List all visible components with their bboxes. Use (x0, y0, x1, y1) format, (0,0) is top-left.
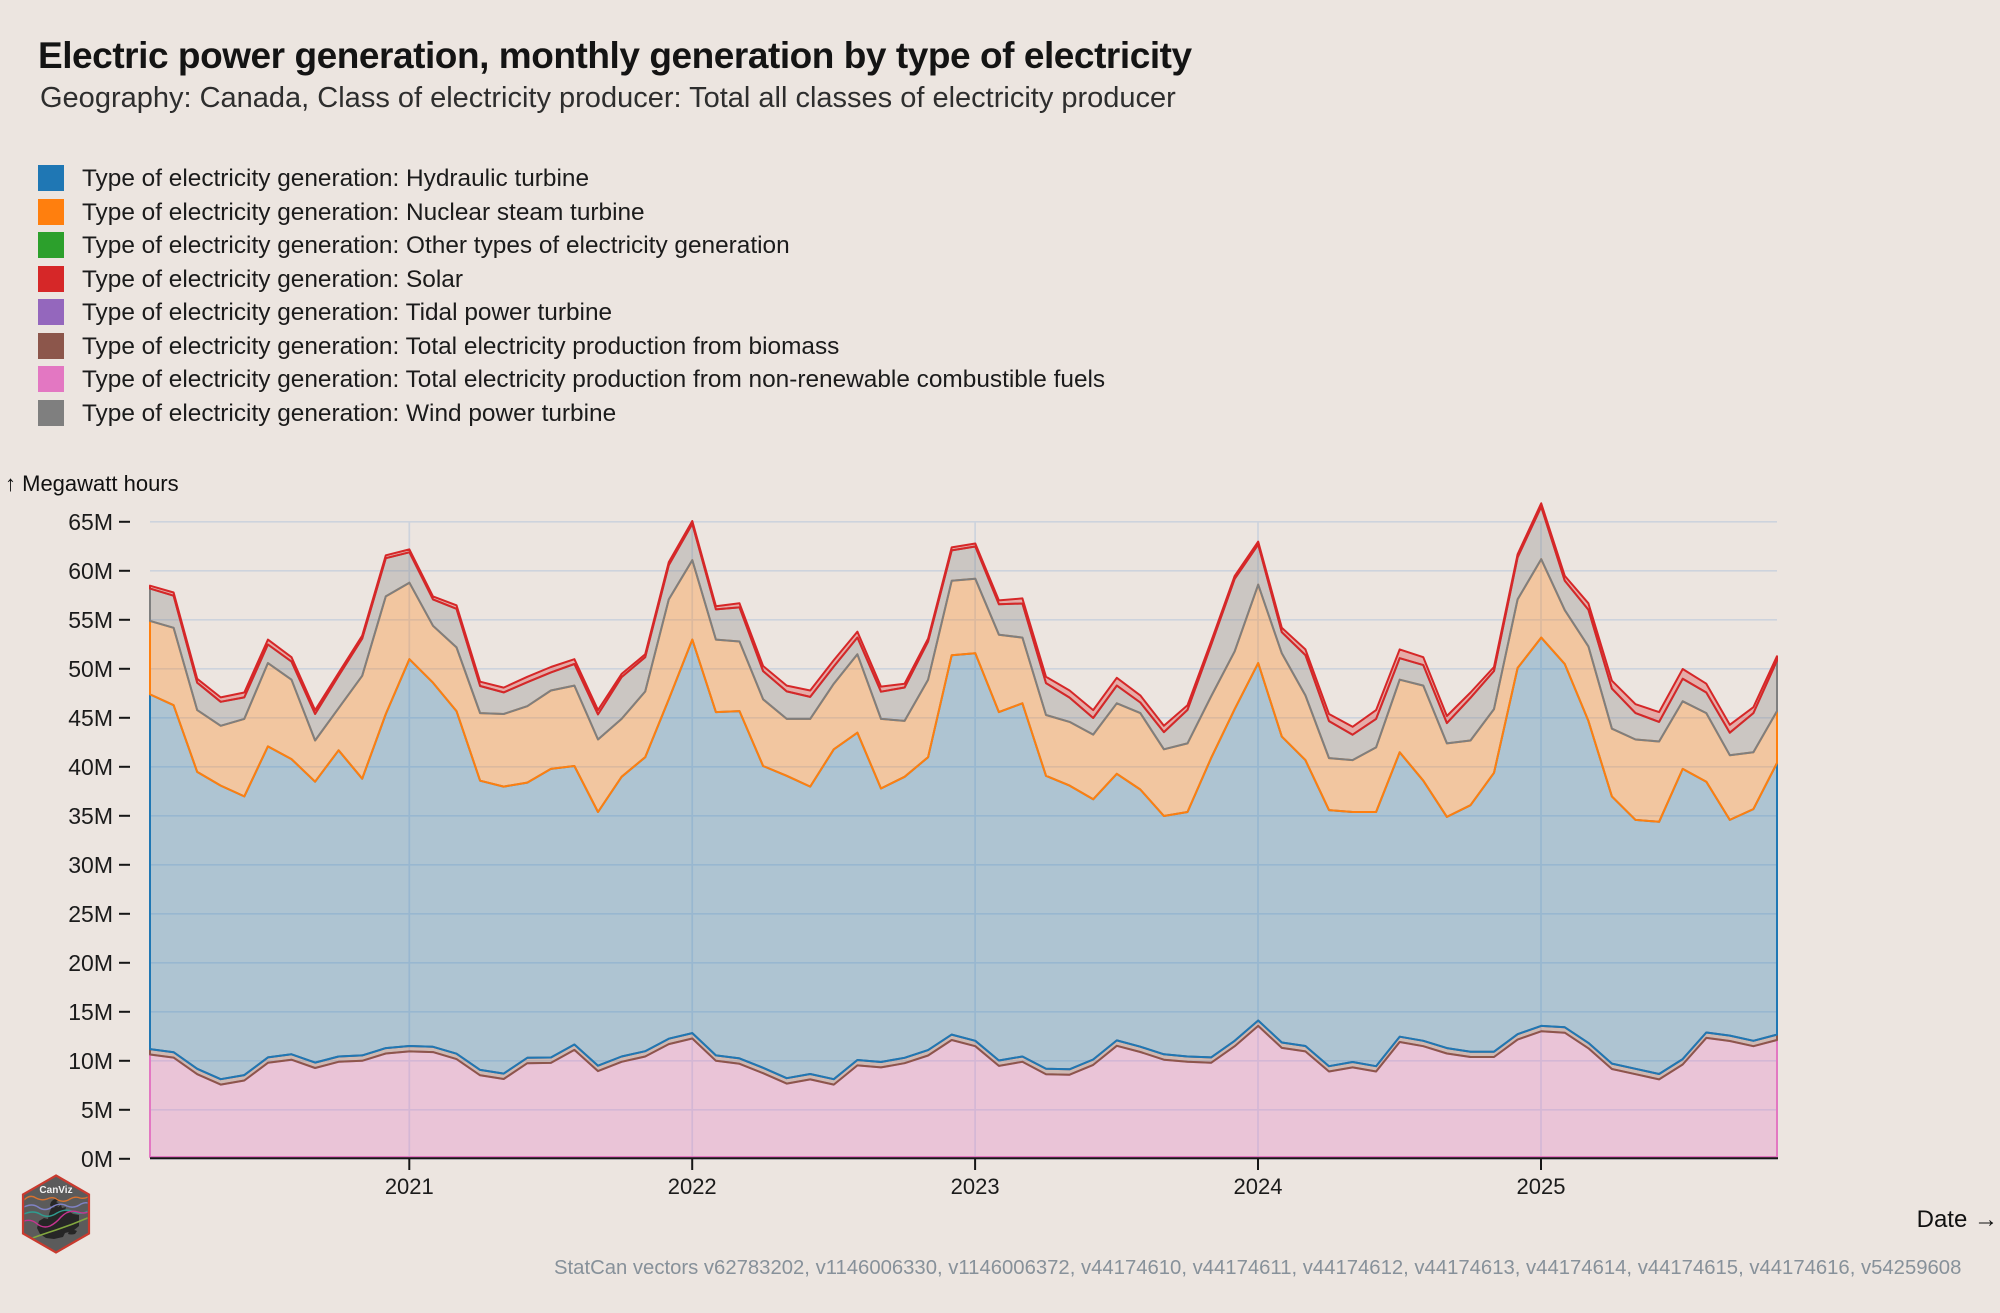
svg-text:2023: 2023 (951, 1174, 1000, 1199)
svg-text:20M: 20M (68, 950, 113, 976)
svg-text:CanViz: CanViz (39, 1185, 72, 1196)
svg-text:35M: 35M (68, 803, 113, 829)
svg-text:5M: 5M (81, 1097, 113, 1123)
svg-text:25M: 25M (68, 901, 113, 927)
svg-text:45M: 45M (68, 705, 113, 731)
svg-text:30M: 30M (68, 852, 113, 878)
svg-text:40M: 40M (68, 754, 113, 780)
svg-text:2024: 2024 (1234, 1174, 1283, 1199)
svg-text:10M: 10M (68, 1048, 113, 1074)
svg-text:2021: 2021 (385, 1174, 434, 1199)
svg-text:2022: 2022 (668, 1174, 717, 1199)
svg-text:65M: 65M (68, 509, 113, 535)
svg-text:50M: 50M (68, 656, 113, 682)
svg-text:15M: 15M (68, 999, 113, 1025)
svg-text:60M: 60M (68, 558, 113, 584)
svg-text:55M: 55M (68, 607, 113, 633)
svg-text:0M: 0M (81, 1146, 113, 1172)
svg-text:2025: 2025 (1517, 1174, 1566, 1199)
